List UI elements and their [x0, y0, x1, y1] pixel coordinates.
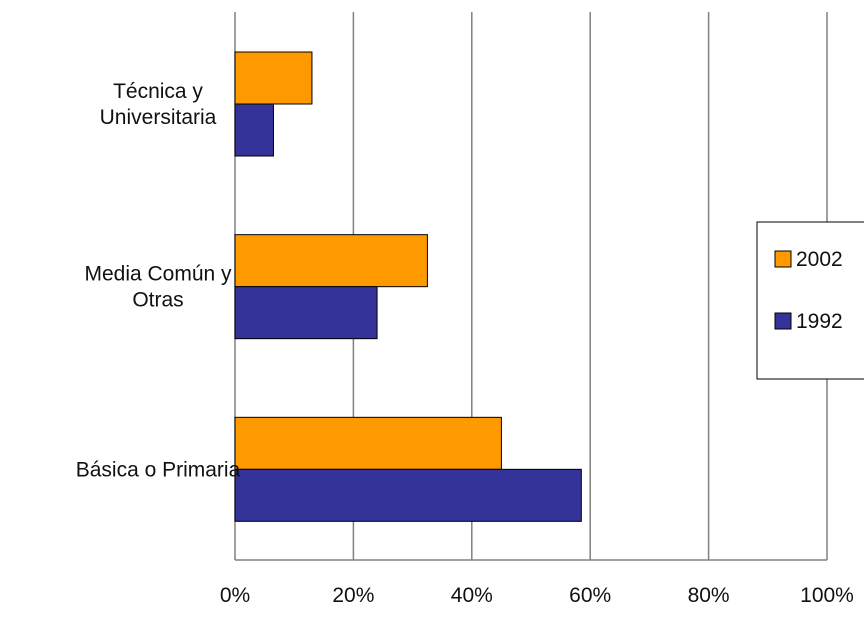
- legend: 2002 1992: [756, 221, 864, 380]
- legend-swatch-2002: [774, 250, 792, 268]
- x-tick-label-2: 40%: [451, 584, 493, 607]
- x-tick-label-5: 100%: [800, 584, 854, 607]
- legend-swatch-1992: [774, 312, 792, 330]
- category-label-1-line-1: Otras: [132, 289, 183, 312]
- category-label-0-line-0: Técnica y: [113, 80, 203, 103]
- category-label-1-line-0: Media Común y: [84, 263, 232, 286]
- x-tick-label-3: 60%: [569, 584, 611, 607]
- category-label-2-line-0: Básica o Primaria: [76, 458, 241, 481]
- legend-label-1992: 1992: [796, 310, 843, 333]
- bar-2002-2: [234, 416, 502, 470]
- x-tick-label-0: 0%: [220, 584, 250, 607]
- bar-1992-2: [234, 468, 582, 522]
- x-tick-label-4: 80%: [688, 584, 730, 607]
- x-tick-label-1: 20%: [332, 584, 374, 607]
- legend-box: [756, 221, 864, 380]
- bars: [234, 51, 582, 522]
- category-labels: Técnica y Universitaria Media Común y Otras…: [76, 80, 241, 481]
- x-axis-tick-labels: 0% 20% 40% 60% 80% 100%: [220, 584, 854, 607]
- bar-1992-0: [234, 103, 274, 157]
- category-label-0-line-1: Universitaria: [100, 106, 217, 129]
- bar-1992-1: [234, 286, 378, 340]
- legend-label-2002: 2002: [796, 248, 843, 271]
- bar-2002-0: [234, 51, 313, 105]
- bar-2002-1: [234, 234, 428, 288]
